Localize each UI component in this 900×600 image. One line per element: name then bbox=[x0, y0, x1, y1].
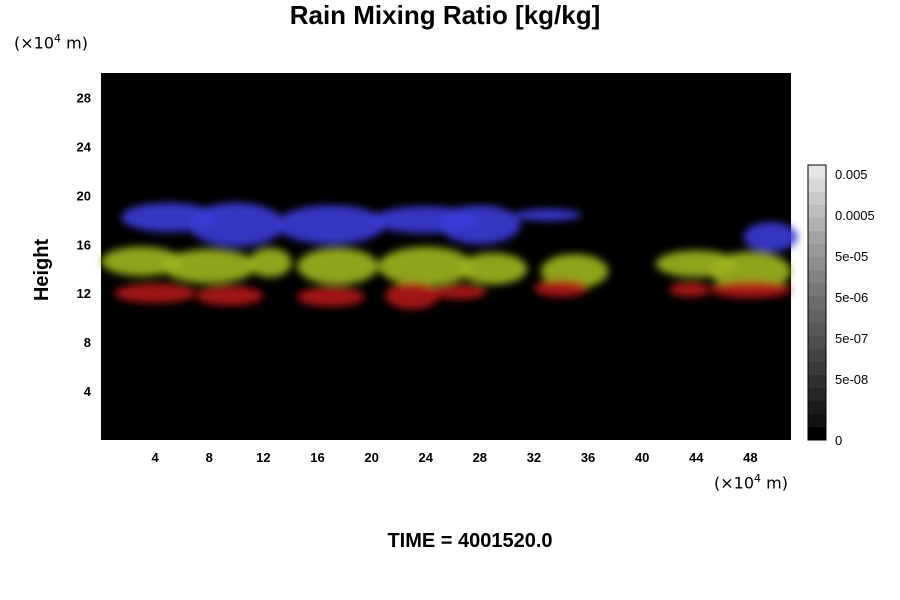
lower-layer-blob bbox=[533, 279, 589, 297]
middle-layer-blob bbox=[378, 246, 474, 286]
x-axis-unit: (×104 m) bbox=[714, 472, 788, 493]
colorbar-swatch bbox=[808, 243, 826, 258]
middle-layer-blob bbox=[101, 246, 183, 277]
y-axis-ticks: 4 8 12 16 20 24 28 bbox=[77, 90, 92, 399]
colorbar-label: 5e-05 bbox=[835, 249, 868, 264]
colorbar-label: 5e-06 bbox=[835, 290, 868, 305]
lower-layer-blob bbox=[432, 284, 487, 300]
colorbar-frame bbox=[807, 164, 827, 441]
x-tick-label: 28 bbox=[473, 450, 487, 465]
upper-layer-blob bbox=[743, 222, 798, 252]
upper-layer-blob bbox=[439, 205, 521, 245]
colorbar-swatch bbox=[808, 269, 826, 284]
lower-layer-blob bbox=[709, 280, 791, 299]
y-tick-label: 12 bbox=[77, 286, 91, 301]
colorbar-swatch bbox=[808, 178, 826, 192]
x-tick-label: 36 bbox=[581, 450, 595, 465]
colorbar-swatch bbox=[808, 217, 826, 231]
colorbar-label: 5e-07 bbox=[835, 331, 868, 346]
upper-layer-blob bbox=[276, 205, 386, 245]
colorbar-swatch bbox=[808, 400, 826, 415]
lower-layer-blob bbox=[669, 282, 710, 297]
colorbar-swatch bbox=[808, 295, 826, 310]
x-tick-label: 48 bbox=[743, 450, 757, 465]
chart-title: Rain Mixing Ratio [kg/kg] bbox=[289, 0, 601, 30]
colorbar-swatch bbox=[808, 348, 826, 362]
y-axis-unit: (×104 m) bbox=[14, 32, 88, 53]
middle-layer-blob bbox=[459, 252, 528, 285]
time-label: TIME = 4001520.0 bbox=[387, 530, 553, 552]
middle-layer-blob bbox=[161, 249, 257, 284]
colorbar-label: 0.0005 bbox=[835, 208, 875, 223]
colorbar-label: 0 bbox=[835, 433, 842, 448]
x-tick-label: 12 bbox=[256, 450, 270, 465]
colorbar-swatch bbox=[808, 256, 826, 271]
colorbar-swatch bbox=[808, 374, 826, 389]
y-tick-label: 16 bbox=[77, 237, 91, 252]
x-tick-label: 4 bbox=[152, 450, 160, 465]
colorbar-swatch bbox=[808, 165, 826, 179]
colorbar-swatch bbox=[808, 191, 826, 205]
x-tick-label: 16 bbox=[310, 450, 324, 465]
middle-layer-blob bbox=[248, 247, 292, 278]
x-tick-label: 20 bbox=[364, 450, 378, 465]
colorbar-swatch bbox=[808, 230, 826, 245]
lower-layer-blob bbox=[195, 285, 264, 306]
y-tick-label: 24 bbox=[77, 139, 92, 154]
upper-layer-blob bbox=[188, 202, 284, 247]
colorbar-swatch bbox=[808, 335, 826, 349]
colorbar-swatch bbox=[808, 204, 826, 218]
colorbar-swatch bbox=[808, 309, 826, 323]
x-tick-label: 24 bbox=[418, 450, 433, 465]
colorbar-label: 5e-08 bbox=[835, 372, 868, 387]
colorbar-swatch bbox=[808, 361, 826, 376]
middle-layer-blob bbox=[540, 254, 609, 289]
colorbar-swatch bbox=[808, 413, 826, 428]
lower-layer-blob bbox=[297, 287, 365, 307]
lower-layer-blob bbox=[114, 283, 196, 303]
rain-field bbox=[101, 202, 798, 310]
x-tick-label: 32 bbox=[527, 450, 541, 465]
colorbar-swatch bbox=[808, 426, 826, 441]
lower-layer-blob bbox=[385, 282, 440, 310]
colorbar-swatch bbox=[808, 387, 826, 402]
colorbar-swatch bbox=[808, 322, 826, 336]
y-tick-label: 4 bbox=[84, 384, 92, 399]
y-tick-label: 20 bbox=[77, 188, 91, 203]
middle-layer-blob bbox=[297, 247, 379, 285]
x-axis-ticks: 4 8 12 16 20 24 28 32 36 40 44 48 bbox=[152, 450, 758, 465]
x-tick-label: 44 bbox=[689, 450, 704, 465]
colorbar: 0.005 0.0005 5e-05 5e-06 5e-07 5e-08 0 bbox=[807, 164, 875, 448]
x-tick-label: 40 bbox=[635, 450, 649, 465]
colorbar-label: 0.005 bbox=[835, 167, 868, 182]
colorbar-swatch bbox=[808, 282, 826, 297]
y-tick-label: 8 bbox=[84, 335, 91, 350]
x-tick-label: 8 bbox=[206, 450, 213, 465]
y-tick-label: 28 bbox=[77, 90, 91, 105]
upper-layer-blob bbox=[513, 208, 582, 222]
middle-layer-blob bbox=[709, 251, 791, 291]
